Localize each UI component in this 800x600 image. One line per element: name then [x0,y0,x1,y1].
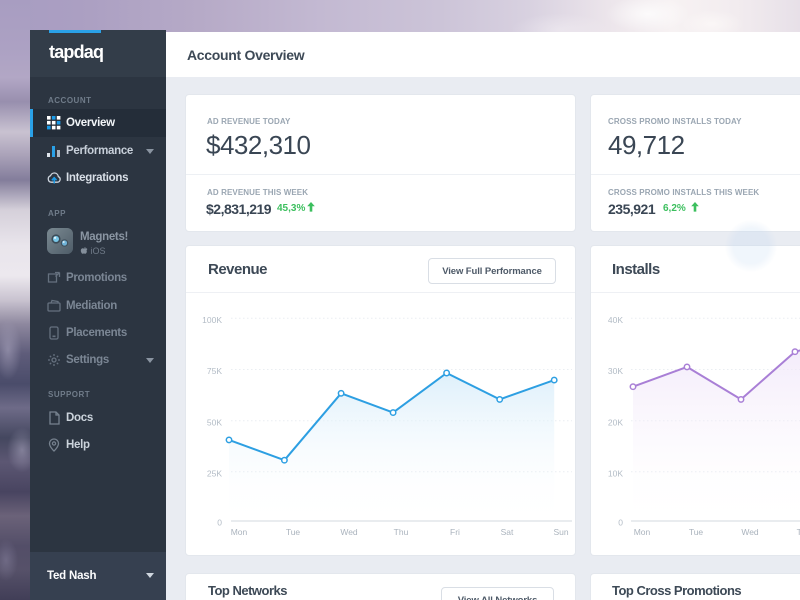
svg-text:0: 0 [217,518,222,528]
svg-text:50K: 50K [207,417,222,427]
svg-text:Wed: Wed [741,527,759,537]
svg-text:75K: 75K [207,366,222,376]
svg-text:Tue: Tue [286,527,301,537]
svg-text:Thu: Thu [797,527,800,537]
svg-text:Sun: Sun [553,527,568,537]
svg-text:100K: 100K [202,315,222,325]
svg-text:Mon: Mon [634,527,651,537]
svg-text:Mon: Mon [231,527,248,537]
svg-text:Wed: Wed [340,527,358,537]
svg-text:Fri: Fri [450,527,460,537]
svg-text:40K: 40K [608,315,623,325]
svg-text:25K: 25K [207,469,222,479]
svg-text:20K: 20K [608,417,623,427]
svg-text:10K: 10K [608,469,623,479]
svg-text:30K: 30K [608,366,623,376]
svg-text:Thu: Thu [394,527,409,537]
svg-text:0: 0 [618,518,623,528]
svg-text:Sat: Sat [501,527,514,537]
svg-text:Tue: Tue [689,527,704,537]
